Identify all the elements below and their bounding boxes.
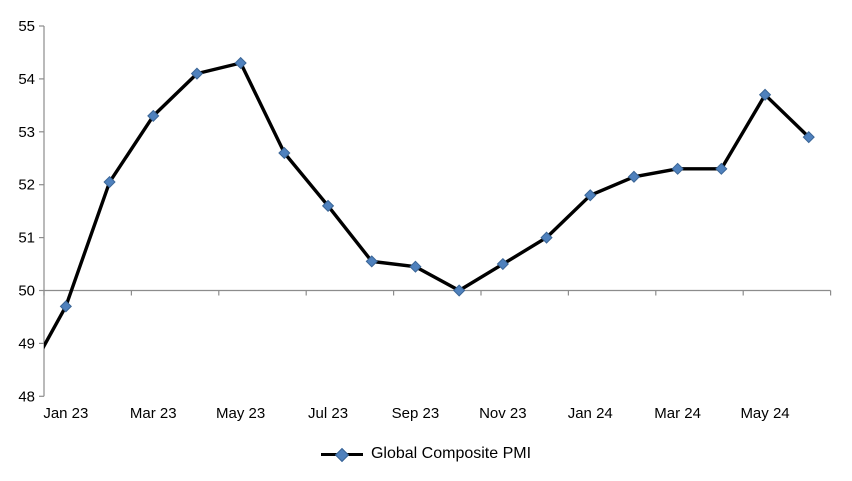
data-point-marker [321, 199, 335, 212]
y-axis-label: 55 [18, 18, 35, 35]
data-point-marker [103, 175, 116, 189]
data-point-marker [802, 130, 815, 144]
y-axis-label: 51 [18, 230, 35, 247]
data-point-marker [190, 67, 204, 80]
x-axis-label: May 23 [216, 405, 265, 422]
y-axis-label: 49 [18, 335, 35, 352]
x-axis-label: Jul 23 [308, 405, 348, 422]
x-axis-label: Sep 23 [392, 405, 440, 422]
legend-key [320, 447, 363, 462]
data-point-marker [715, 162, 728, 175]
x-axis-label: May 24 [740, 405, 789, 422]
y-axis-label: 54 [18, 71, 35, 88]
x-axis-label: Mar 23 [130, 405, 177, 422]
y-axis-label: 50 [18, 283, 35, 300]
pmi-series-line [44, 61, 810, 350]
data-point-marker [278, 146, 291, 160]
legend-diamond-icon [334, 447, 350, 462]
data-point-marker [627, 170, 641, 183]
y-axis-label: 53 [18, 124, 35, 141]
y-axis-label: 52 [18, 177, 35, 194]
x-axis-label: Jan 23 [43, 405, 88, 422]
x-axis-label: Nov 23 [479, 405, 527, 422]
data-point-marker [59, 300, 72, 313]
data-point-marker [453, 284, 466, 297]
x-axis-label: Mar 24 [654, 405, 701, 422]
x-axis-label: Jan 24 [568, 405, 613, 422]
data-point-marker [540, 231, 553, 244]
data-point-marker [758, 88, 772, 101]
chart-legend: Global Composite PMI [0, 441, 852, 467]
data-point-marker [409, 260, 422, 273]
data-point-marker [147, 109, 160, 123]
series-group [44, 56, 815, 350]
data-point-marker [496, 257, 509, 271]
data-point-marker [234, 56, 247, 70]
y-axis-label: 48 [18, 388, 35, 405]
pmi-line-chart: 55 54 53 52 51 50 49 48 Jan 23 Mar 23 May 23 Jul 23… [18, 18, 832, 422]
data-point-marker [584, 189, 597, 202]
data-point-marker [365, 255, 378, 268]
data-point-marker [671, 162, 684, 175]
legend-label: Global Composite PMI [370, 445, 532, 462]
